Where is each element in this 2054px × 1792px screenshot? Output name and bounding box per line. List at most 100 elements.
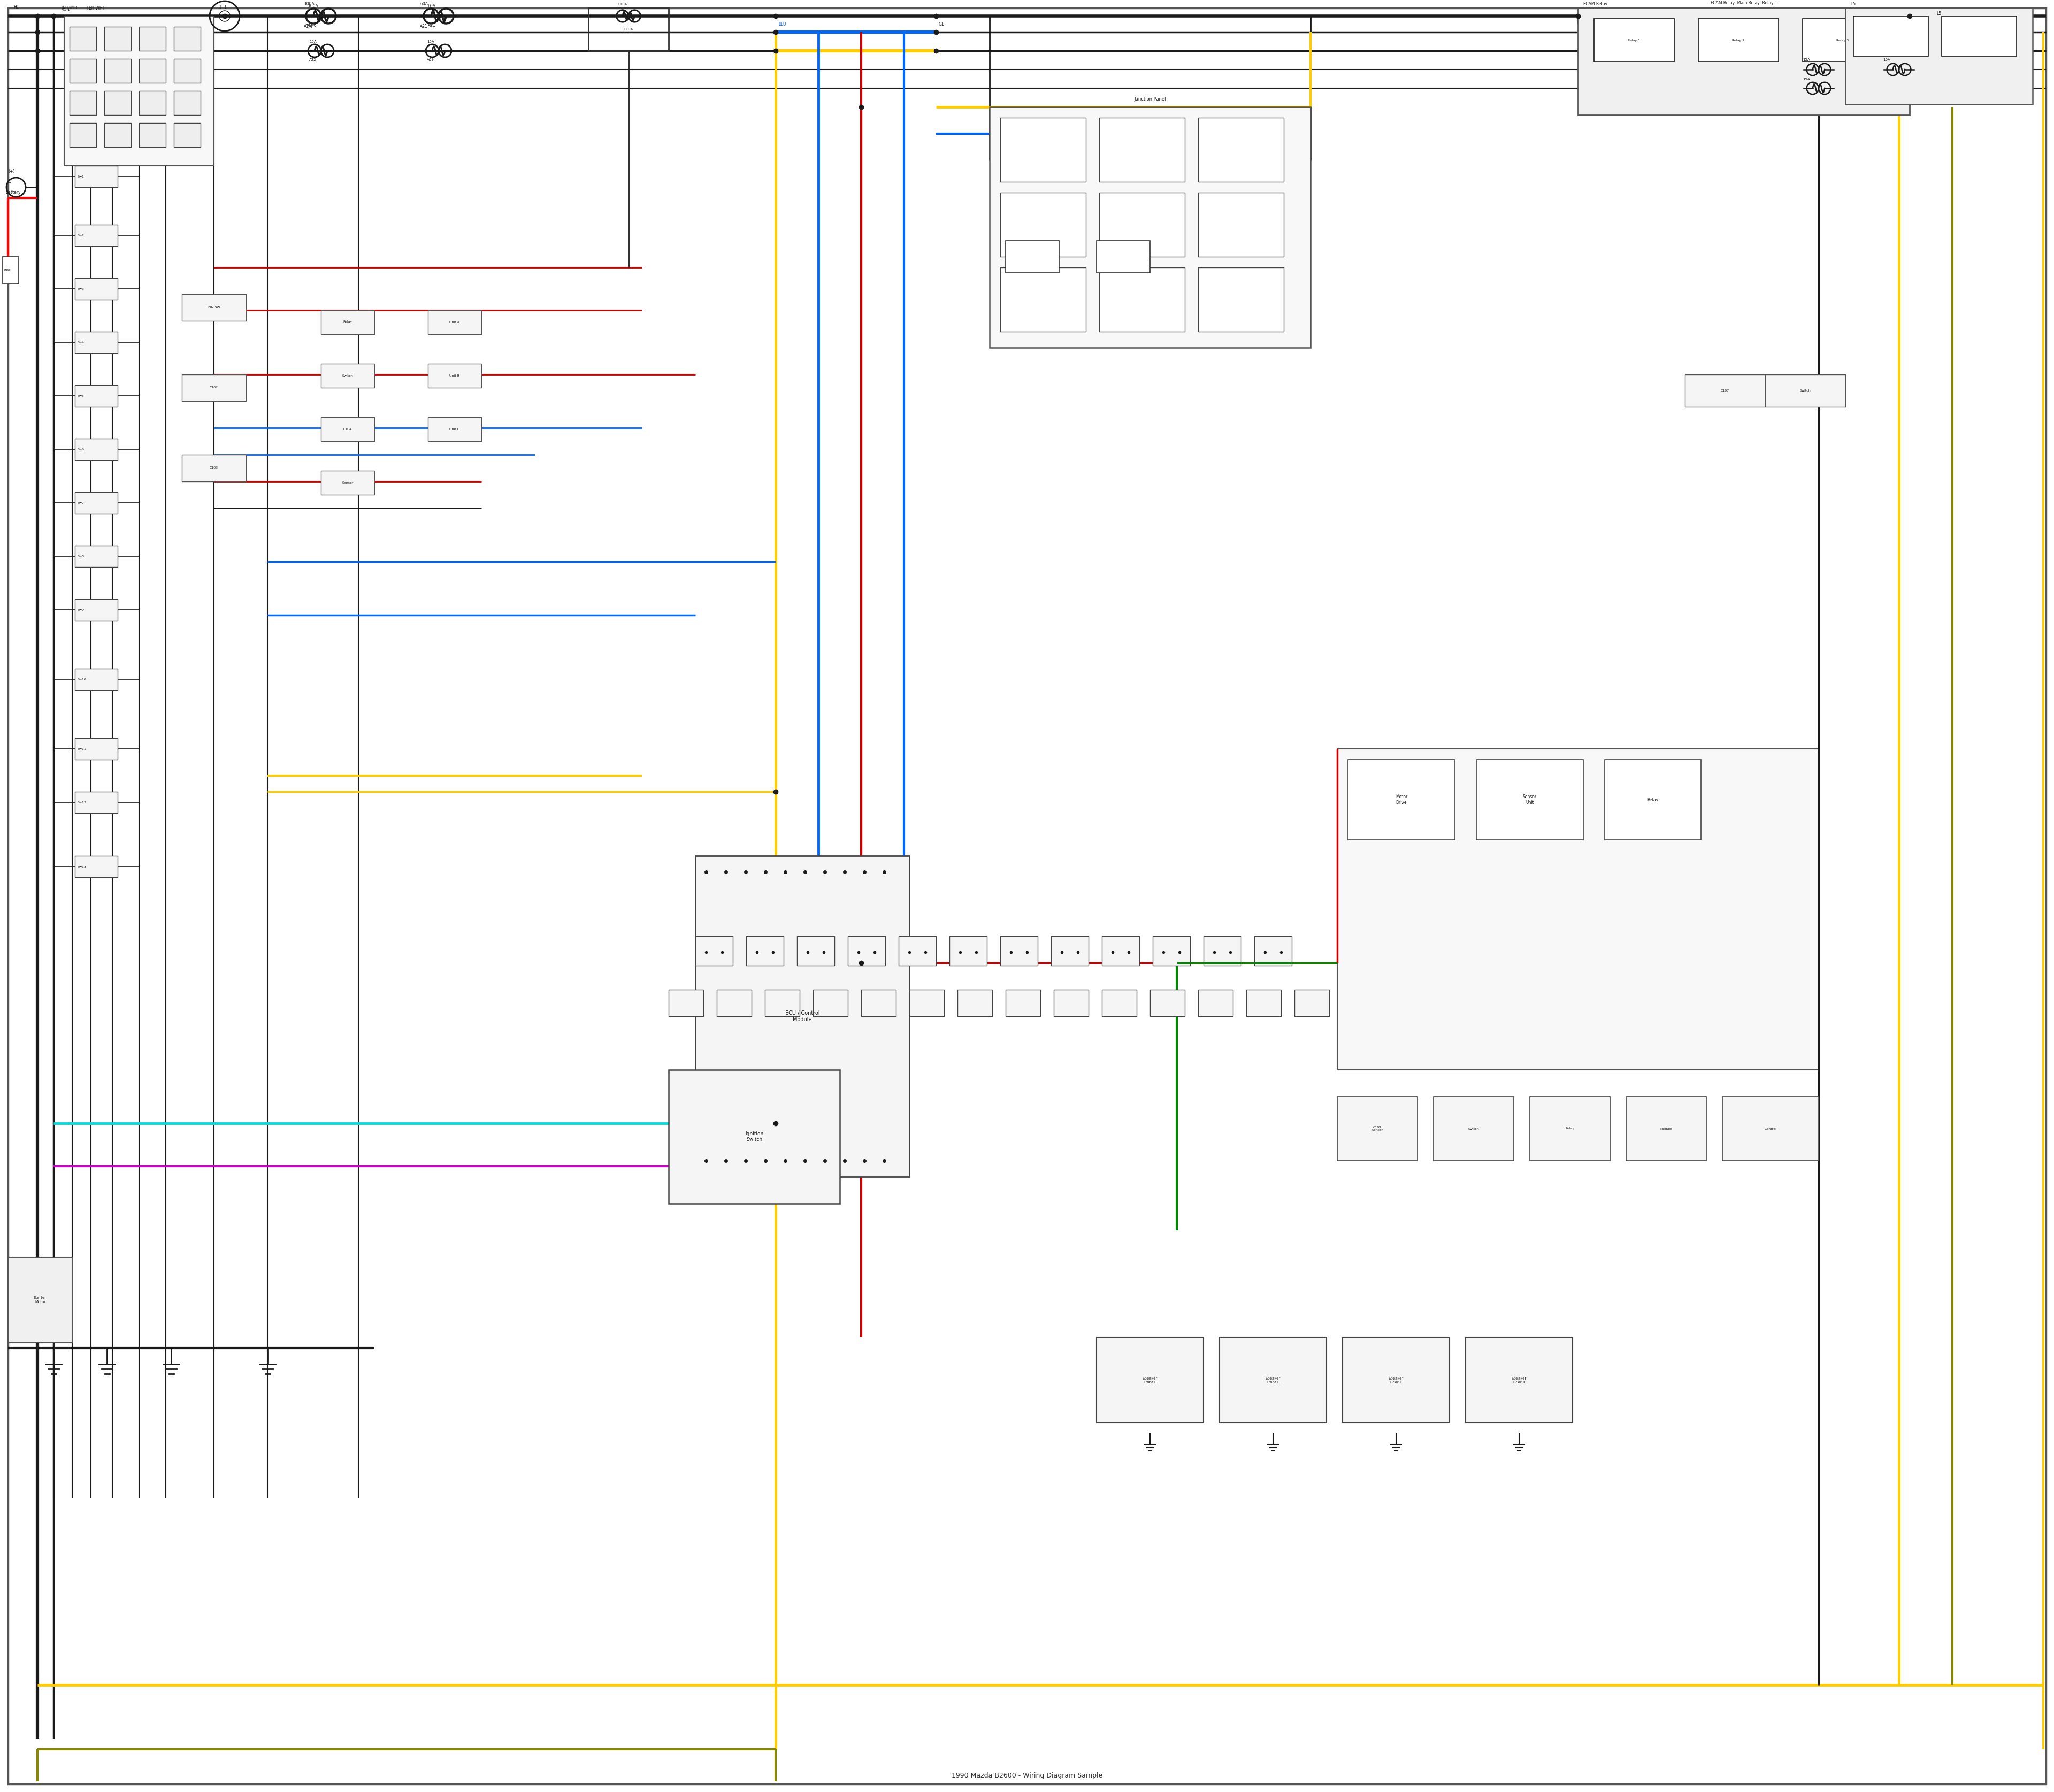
Bar [175,91,201,115]
Bar [427,418,481,441]
Text: A22: A22 [310,59,316,61]
Bar [717,989,752,1016]
Bar [949,935,986,966]
Text: 60A: 60A [427,4,435,9]
Bar [105,27,131,50]
Bar [910,989,945,1016]
Bar [1101,989,1136,1016]
Bar [957,989,992,1016]
Text: L5: L5 [1937,11,1941,16]
Text: Sw5: Sw5 [78,394,84,398]
Text: FCAM Relay: FCAM Relay [1584,2,1608,7]
Bar [1197,989,1232,1016]
Bar [1337,1097,1417,1161]
Bar [1099,118,1185,181]
Bar [70,124,97,147]
Text: Sensor
Unit: Sensor Unit [1522,794,1536,805]
Bar [1699,18,1779,61]
Bar [764,989,799,1016]
Bar [427,310,481,335]
Bar [183,294,246,321]
Text: C104: C104 [624,29,633,30]
Bar [1723,1097,1818,1161]
Text: C104: C104 [618,2,629,5]
Bar [1853,16,1929,56]
Bar [320,471,374,495]
Bar [1000,935,1037,966]
Text: Switch: Switch [1469,1127,1479,1131]
Bar [140,27,166,50]
Bar [1006,989,1041,1016]
Text: Starter
Motor: Starter Motor [33,1296,47,1303]
Bar [1434,1097,1514,1161]
Text: Relay 3: Relay 3 [1836,39,1849,41]
Bar [1197,267,1284,332]
Bar [670,1070,840,1204]
Bar [990,108,1310,348]
Bar [1337,749,1818,1070]
Text: Battery: Battery [6,190,21,195]
Bar [1197,192,1284,256]
Text: 15A: 15A [310,39,316,43]
Bar [797,935,834,966]
Text: T1 1: T1 1 [62,7,70,11]
Text: Sw12: Sw12 [78,801,86,805]
Bar [175,27,201,50]
Bar [320,310,374,335]
Bar [670,989,702,1016]
Bar [175,59,201,82]
Text: Sw11: Sw11 [78,747,86,751]
Bar [1052,935,1089,966]
Bar [70,91,97,115]
Bar [861,989,896,1016]
Bar [64,16,214,167]
Text: Speaker
Rear L: Speaker Rear L [1389,1376,1403,1383]
Bar [1000,118,1087,181]
Bar [813,989,848,1016]
Bar [1220,1337,1327,1423]
Text: (+): (+) [8,168,14,174]
Bar [1097,1337,1204,1423]
Bar [427,364,481,387]
Bar [1099,267,1185,332]
Bar [1764,375,1844,407]
Text: Relay 2: Relay 2 [1732,39,1744,41]
Text: [El] WHT: [El] WHT [88,5,105,11]
Bar [2,256,18,283]
Bar [320,364,374,387]
Bar [1255,935,1292,966]
Text: C107
Sensor: C107 Sensor [1372,1125,1382,1131]
Bar [696,857,910,1177]
Text: 15A: 15A [1803,59,1810,61]
Bar [320,418,374,441]
Text: 15A: 15A [1803,77,1810,81]
Text: 100A: 100A [304,2,314,7]
Bar [105,91,131,115]
Text: Fuse: Fuse [4,269,10,271]
Bar [105,124,131,147]
Bar [183,455,246,482]
Bar [587,7,670,50]
Text: Sw7: Sw7 [78,502,84,504]
Bar [74,385,117,407]
Bar [74,167,117,186]
Text: 1: 1 [8,179,10,185]
Text: Sw10: Sw10 [78,677,86,681]
Text: A1-6: A1-6 [308,23,316,29]
Text: Unit B: Unit B [450,375,460,376]
Bar [1054,989,1089,1016]
Text: Relay: Relay [1647,797,1658,803]
Bar [1204,935,1241,966]
Text: Unit C: Unit C [450,428,460,430]
Text: A1-6: A1-6 [304,25,314,29]
Bar [1197,118,1284,181]
Text: Sw4: Sw4 [78,340,84,344]
Bar [1247,989,1282,1016]
Bar [900,935,937,966]
Text: T1  1: T1 1 [216,5,226,11]
Text: 15A: 15A [427,39,433,43]
Bar [848,935,885,966]
Text: A21: A21 [427,23,435,29]
Bar [1577,7,1910,115]
Text: 10A: 10A [1884,59,1890,61]
